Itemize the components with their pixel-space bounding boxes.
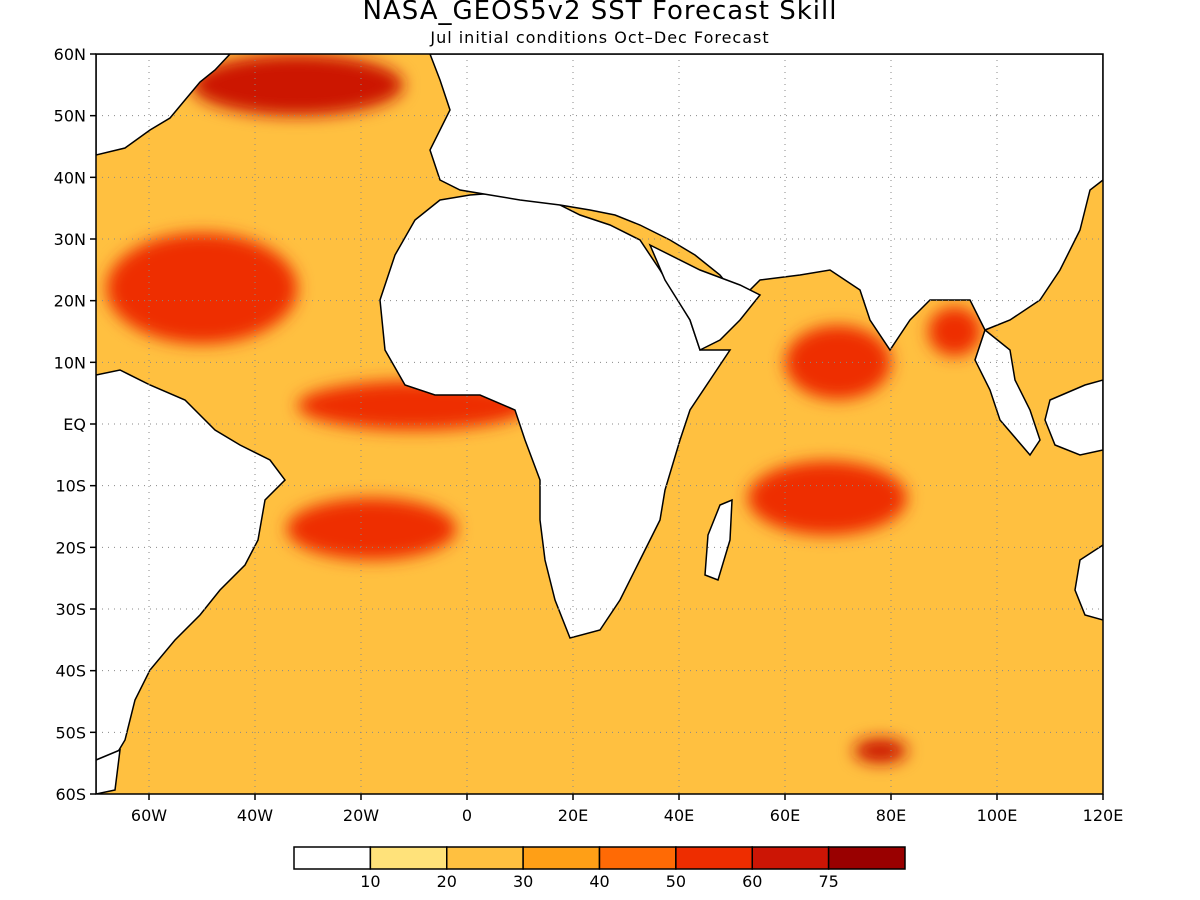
colorbar-swatch bbox=[446, 846, 524, 870]
colorbar-label: 30 bbox=[513, 872, 533, 891]
lat-tick-label: EQ bbox=[63, 415, 86, 434]
maritime-continent-land bbox=[1044, 379, 1103, 456]
lat-tick-label: 50N bbox=[54, 107, 86, 126]
colorbar-swatch bbox=[675, 846, 753, 870]
lon-tick-label: 120E bbox=[1083, 806, 1124, 825]
colorbar-label: 75 bbox=[818, 872, 838, 891]
south-america-tip-land bbox=[96, 748, 121, 794]
arabia-land bbox=[648, 243, 762, 352]
colorbar-label: 60 bbox=[742, 872, 762, 891]
skill-region-bay-of-bengal bbox=[928, 306, 982, 357]
south-america-land bbox=[96, 369, 286, 782]
southeast-asia-land bbox=[974, 328, 1041, 457]
lon-tick-label: 60E bbox=[770, 806, 800, 825]
lat-tick-label: 10S bbox=[55, 477, 86, 496]
skill-region-north-atlantic-high bbox=[191, 54, 404, 116]
skill-region-south-atlantic bbox=[286, 497, 457, 560]
land-masses bbox=[96, 54, 1103, 794]
map-subtitle: Jul initial conditions Oct–Dec Forecast bbox=[430, 28, 770, 47]
lon-tick-label: 60W bbox=[131, 806, 167, 825]
lon-tick-label: 80E bbox=[876, 806, 906, 825]
madagascar-land bbox=[704, 498, 733, 581]
lon-tick-label: 20W bbox=[343, 806, 379, 825]
europe-asia-land bbox=[429, 54, 1103, 352]
australia-land bbox=[1074, 544, 1103, 621]
north-america-land bbox=[96, 54, 232, 156]
skill-contours bbox=[106, 54, 982, 764]
lat-tick-label: 40N bbox=[54, 168, 86, 187]
lon-tick-label: 100E bbox=[977, 806, 1018, 825]
colorbar-swatch bbox=[522, 846, 601, 870]
colorbar-swatch bbox=[598, 846, 677, 870]
lon-tick-label: 20E bbox=[558, 806, 588, 825]
skill-region-southern-indian-ocean bbox=[853, 738, 907, 764]
lat-tick-label: 30S bbox=[55, 600, 86, 619]
lat-tick-label: 10N bbox=[54, 353, 86, 372]
skill-field bbox=[96, 54, 1103, 794]
colorbar: 10 20 30 40 50 60 75 bbox=[293, 846, 906, 891]
colorbar-swatch bbox=[827, 846, 906, 870]
skill-region-subtropical-north-atlantic bbox=[106, 232, 298, 344]
lat-tick-label: 30N bbox=[54, 230, 86, 249]
lat-tick-label: 50S bbox=[55, 723, 86, 742]
lon-tick-label: 40E bbox=[664, 806, 694, 825]
colorbar-label: 40 bbox=[589, 872, 609, 891]
colorbar-label: 50 bbox=[666, 872, 686, 891]
lat-tick-label: 60N bbox=[54, 45, 86, 64]
lat-tick-label: 20S bbox=[55, 538, 86, 557]
colorbar-swatch bbox=[751, 846, 830, 870]
lat-tick-label: 20N bbox=[54, 292, 86, 311]
lon-tick-label: 40W bbox=[237, 806, 273, 825]
skill-region-arabian-sea bbox=[785, 325, 891, 400]
axis-ticks: 60N 50N 40N 30N 20N 10N EQ 10S 20S 30S 40S 50S 60S 60… bbox=[54, 45, 1124, 825]
colorbar-swatch bbox=[369, 846, 448, 870]
colorbar-label: 20 bbox=[437, 872, 457, 891]
lon-tick-label: 0 bbox=[462, 806, 472, 825]
africa-land bbox=[379, 191, 732, 639]
colorbar-label: 10 bbox=[360, 872, 380, 891]
lat-tick-label: 40S bbox=[55, 662, 86, 681]
colorbar-swatch bbox=[293, 846, 372, 870]
lat-tick-label: 60S bbox=[55, 785, 86, 804]
map-title: NASA_GEOS5v2 SST Forecast Skill bbox=[362, 0, 838, 26]
skill-region-tropical-indian-ocean bbox=[747, 461, 907, 535]
